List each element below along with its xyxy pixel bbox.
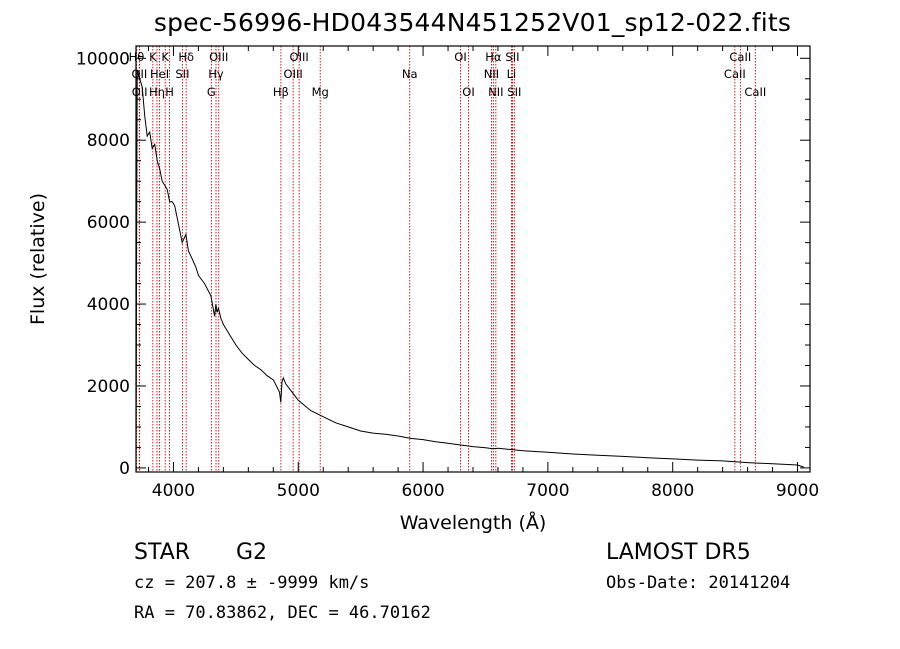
y-tick-label: 4000	[87, 295, 130, 315]
line-label: OI	[454, 50, 466, 64]
x-axis: 4000 5000 6000 7000 8000 9000	[147, 46, 819, 501]
x-tick-label: 8000	[651, 481, 694, 501]
line-label: CaII	[724, 67, 746, 81]
line-label: NII	[488, 85, 503, 99]
chart-title: spec-56996-HD043544N451252V01_sp12-022.f…	[153, 8, 792, 37]
line-label: NII	[484, 67, 499, 81]
line-label: Hη	[149, 85, 165, 99]
line-label: SII	[505, 50, 519, 64]
ra-dec-coordinates: RA = 70.83862, DEC = 46.70162	[134, 603, 431, 623]
object-subclass: G2	[236, 540, 268, 565]
line-label: K	[149, 50, 157, 64]
y-tick-label: 10000	[76, 49, 130, 69]
survey-name: LAMOST DR5	[606, 540, 751, 565]
line-label: OII	[132, 85, 148, 99]
y-tick-label: 0	[119, 459, 130, 479]
line-label: Hβ	[273, 85, 289, 99]
x-tick-label: 4000	[152, 481, 195, 501]
spectrum-line	[135, 70, 804, 468]
line-label: SII	[175, 67, 189, 81]
y-axis: 0 2000 4000 6000 8000 10000	[76, 49, 810, 479]
redshift-cz: cz = 207.8 ± -9999 km/s	[134, 573, 370, 593]
observation-date: Obs-Date: 20141204	[606, 573, 791, 593]
x-tick-label: 9000	[776, 481, 819, 501]
line-label: Hδ	[178, 50, 194, 64]
y-tick-label: 6000	[87, 213, 130, 233]
line-label: K	[161, 50, 169, 64]
line-label: OIII	[290, 50, 309, 64]
line-label: CaII	[744, 85, 766, 99]
line-labels: HθOIIOIIKHηHeIKHSIIHδGHγOIIIHβOIIIOIIIMg…	[129, 50, 767, 99]
x-tick-label: 7000	[526, 481, 569, 501]
line-label: G	[207, 85, 216, 99]
line-label: Mg	[312, 85, 329, 99]
x-tick-label: 6000	[401, 481, 444, 501]
y-axis-label: Flux (relative)	[27, 193, 49, 325]
object-class: STAR	[134, 540, 191, 565]
line-label: Li	[507, 67, 517, 81]
line-label: HeI	[150, 67, 169, 81]
x-axis-label: Wavelength (Å)	[400, 511, 547, 534]
y-tick-label: 2000	[87, 377, 130, 397]
line-label: Hγ	[208, 67, 224, 81]
x-tick-label: 5000	[277, 481, 320, 501]
line-label: Hα	[485, 50, 502, 64]
line-label: Na	[402, 67, 418, 81]
line-label: OIII	[209, 50, 228, 64]
y-tick-label: 8000	[87, 131, 130, 151]
plot-frame	[135, 45, 811, 473]
line-label: CaII	[729, 50, 751, 64]
line-label: OIII	[284, 67, 303, 81]
line-label: H	[165, 85, 174, 99]
line-label: SII	[507, 85, 521, 99]
line-label: OI	[462, 85, 474, 99]
line-markers	[136, 46, 756, 472]
